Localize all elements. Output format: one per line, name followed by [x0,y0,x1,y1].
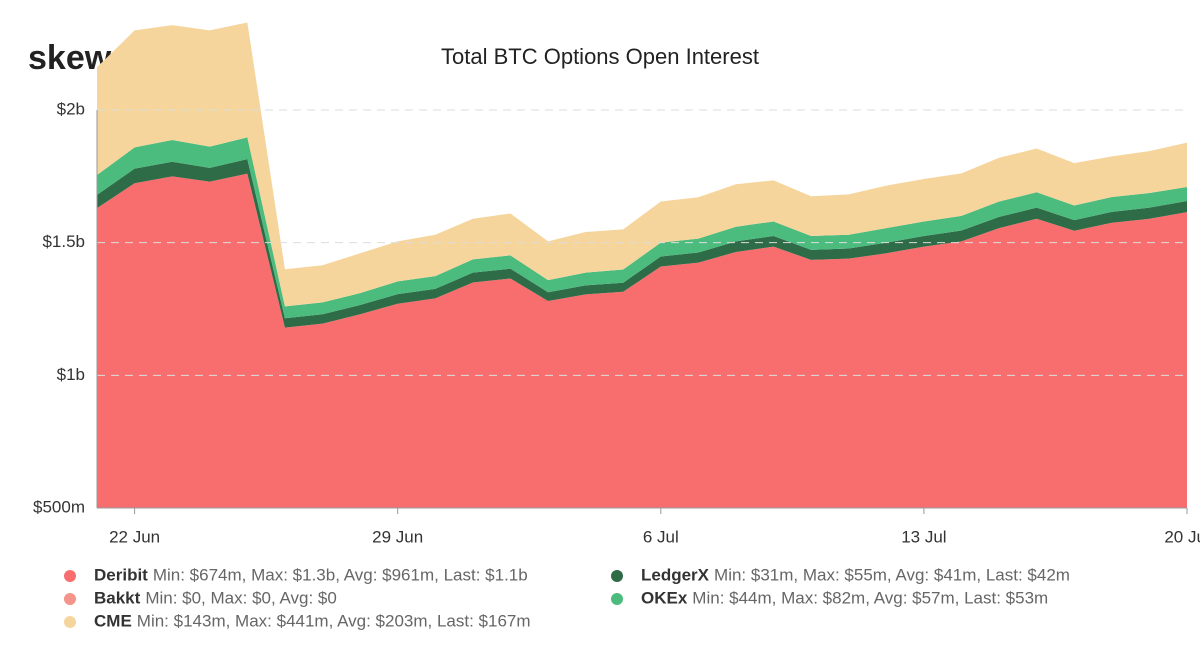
y-tick-label: $1b [57,365,85,384]
y-tick-label: $1.5b [42,232,85,251]
x-tick-label: 6 Jul [643,527,679,546]
areas [97,22,1187,508]
area [97,173,1187,508]
x-tick-label: 20 Jul [1164,527,1200,546]
legend-name: OKEx [641,588,688,607]
legend-marker [611,570,623,582]
x-tick-label: 29 Jun [372,527,423,546]
legend-marker [611,593,623,605]
legend-stats: Min: $31m, Max: $55m, Avg: $41m, Last: $… [714,565,1070,584]
y-tick-label: $2b [57,99,85,118]
legend-stats: Min: $674m, Max: $1.3b, Avg: $961m, Last… [153,565,528,584]
legend-name: CME [94,611,132,630]
legend-name: Deribit [94,565,148,584]
legend-stats: Min: $0, Max: $0, Avg: $0 [145,588,337,607]
legend-marker [64,593,76,605]
area [97,137,1187,319]
x-tick-label: 22 Jun [109,527,160,546]
legend-name: LedgerX [641,565,710,584]
legend-stats: Min: $44m, Max: $82m, Avg: $57m, Last: $… [692,588,1048,607]
x-tick-label: 13 Jul [901,527,946,546]
chart-title: Total BTC Options Open Interest [441,44,759,69]
legend-name: Bakkt [94,588,141,607]
legend-stats: Min: $143m, Max: $441m, Avg: $203m, Last… [137,611,531,630]
legend-marker [64,570,76,582]
legend-marker [64,616,76,628]
area [97,22,1187,307]
y-tick-label: $500m [33,497,85,516]
area [97,159,1187,328]
